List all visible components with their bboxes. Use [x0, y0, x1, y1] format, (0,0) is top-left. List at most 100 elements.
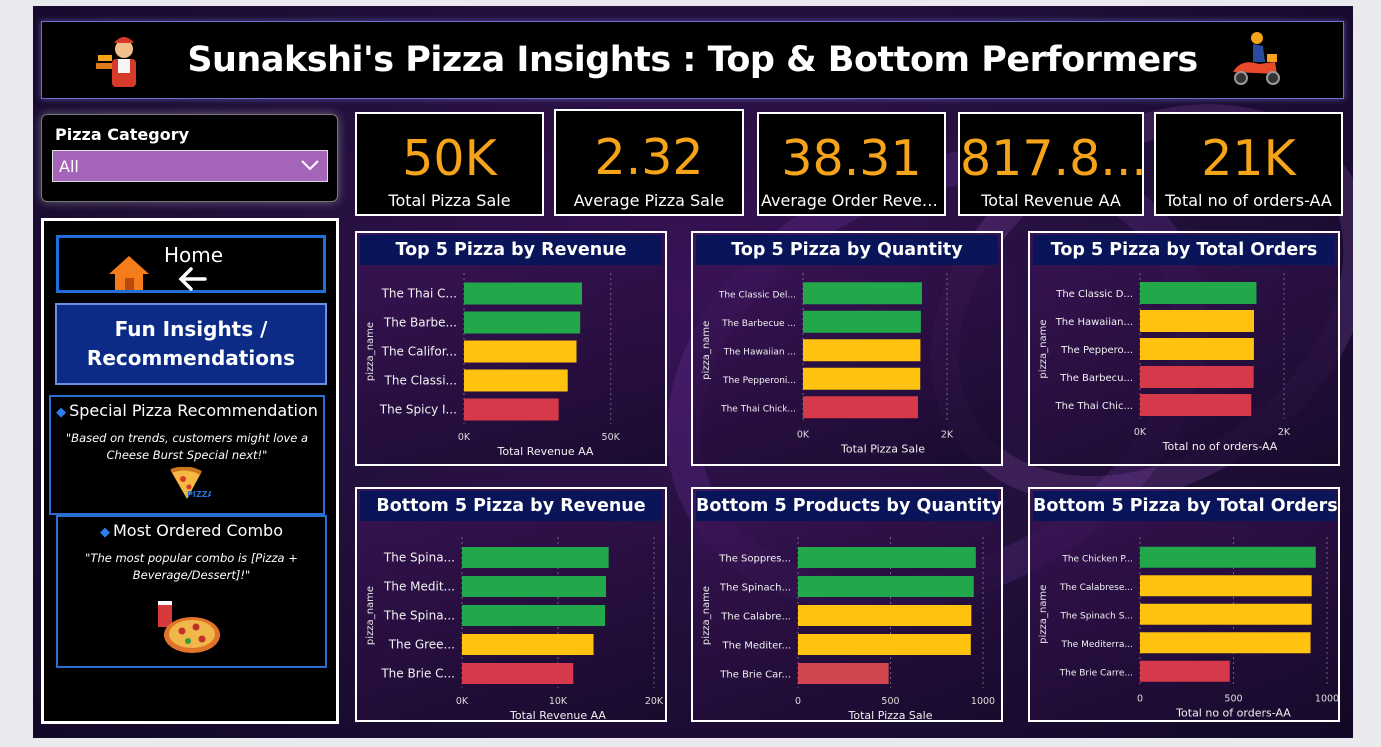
x-axis-label: Total Revenue AA: [497, 445, 594, 458]
fun-insights-button[interactable]: Fun Insights / Recommendations: [55, 303, 327, 385]
category-label: The Spina...: [383, 551, 455, 565]
combo-box: ◆ Most Ordered Combo "The most popular co…: [56, 515, 327, 668]
bar: [462, 547, 609, 568]
bar-chart: 0K 2K The Classic D... The Hawaiian... The P…: [1038, 273, 1291, 453]
category-label: The Mediterra...: [1060, 640, 1133, 650]
category-label: The Chicken P...: [1061, 554, 1133, 564]
bar: [462, 576, 606, 597]
x-tick-label: 1000: [971, 696, 995, 707]
chart-card-bottom-orders: Bottom 5 Pizza by Total Orders 0 500 1000 T…: [1028, 487, 1340, 722]
bar-chart: 0K 50K The Thai C... The Barbe... The Califo…: [365, 273, 621, 458]
category-label: The Califor...: [381, 345, 457, 359]
bar-chart: 0 500 1000 The Chicken P... The Calabrese...…: [1038, 537, 1338, 720]
x-tick-label: 0K: [456, 696, 469, 707]
category-label: The Medit...: [383, 580, 455, 594]
page-title: Sunakshi's Pizza Insights : Top & Bottom…: [187, 40, 1198, 80]
chart-title: Top 5 Pizza by Quantity: [696, 235, 998, 265]
kpi-value: 2.32: [594, 129, 704, 186]
delivery-scooter-icon: [1233, 32, 1280, 85]
bar: [803, 310, 921, 333]
bar: [464, 311, 581, 334]
kpi-caption: Average Pizza Sale: [573, 191, 725, 210]
category-dropdown[interactable]: All: [52, 150, 328, 182]
category-label: The Thai C...: [381, 287, 457, 301]
kpi-total-orders: 21K Total no of orders-AA: [1154, 112, 1343, 216]
bar-chart: 0K 2K The Classic Del... The Barbecue ... Th…: [701, 273, 954, 456]
kpi-total-revenue: 817.8... Total Revenue AA: [958, 112, 1144, 216]
category-label: The Classic D...: [1055, 289, 1133, 300]
chart-title: Top 5 Pizza by Revenue: [360, 235, 662, 265]
slicer-label: Pizza Category: [55, 125, 190, 144]
diamond-icon: ◆: [100, 525, 110, 540]
x-tick-label: 20K: [645, 696, 664, 707]
category-label: The Barbe...: [383, 316, 457, 330]
chart-title: Bottom 5 Products by Quantity: [696, 491, 1002, 521]
kpi-value: 38.31: [781, 130, 922, 187]
kpi-average-pizza-sale: 2.32 Average Pizza Sale: [554, 109, 744, 216]
x-axis-label: Total no of orders-AA: [1175, 707, 1291, 720]
combo-text: "The most popular combo is [Pizza + Beve…: [85, 551, 298, 582]
x-axis-label: Total Pizza Sale: [848, 709, 933, 722]
x-tick-label: 0: [795, 696, 801, 707]
y-axis-label: pizza_name: [365, 586, 376, 645]
x-axis-label: Total Revenue AA: [509, 709, 606, 722]
category-label: The Classi...: [384, 374, 457, 388]
fun-insights-label-line1: Fun Insights /: [114, 317, 268, 341]
chart-title: Bottom 5 Pizza by Total Orders: [1033, 491, 1338, 521]
fun-insights-label-line2: Recommendations: [86, 346, 296, 370]
bar: [1140, 632, 1311, 654]
category-label: The Classic Del...: [718, 290, 796, 300]
bar: [464, 398, 559, 421]
kpi-total-pizza-sale: 50K Total Pizza Sale: [355, 112, 544, 216]
category-label: The Brie Carre...: [1059, 668, 1133, 678]
dashboard-canvas: Sunakshi's Pizza Insights : Top & Bottom…: [33, 6, 1353, 738]
dropdown-value: All: [59, 157, 79, 176]
y-axis-label: pizza_name: [1038, 319, 1049, 378]
bar: [798, 663, 889, 684]
x-axis-label: Total Pizza Sale: [840, 443, 925, 456]
special-pizza-title: Special Pizza Recommendation: [69, 401, 318, 420]
chart-card-bottom-quantity: Bottom 5 Products by Quantity 0 500 1000 Th…: [691, 487, 1003, 722]
x-tick-label: 50K: [602, 432, 621, 443]
special-pizza-text: "Based on trends, customers might love a…: [65, 431, 309, 462]
kpi-caption: Total no of orders-AA: [1165, 191, 1332, 210]
y-axis-label: pizza_name: [365, 322, 376, 381]
back-arrow-icon: [178, 267, 207, 291]
category-label: The Peppero...: [1060, 345, 1133, 356]
chart-card-top-revenue: Top 5 Pizza by Revenue 0K 50K The Thai C..…: [355, 231, 667, 466]
pizza-slice-icon: PIZZA: [170, 467, 211, 499]
chevron-down-icon: [301, 160, 319, 171]
x-tick-label: 10K: [549, 696, 568, 707]
chart-title: Top 5 Pizza by Total Orders: [1033, 235, 1335, 265]
home-button[interactable]: Home: [56, 235, 326, 293]
category-label: The Barbecue ...: [721, 319, 796, 329]
diamond-icon: ◆: [56, 405, 67, 420]
bar: [803, 396, 918, 419]
bar: [464, 282, 582, 305]
kpi-value: 50K: [402, 130, 497, 187]
bar-chart: 0K 10K 20K The Spina... The Medit... The Spin…: [365, 537, 664, 722]
category-label: The Spinach...: [719, 583, 791, 594]
pizza-category-slicer: Pizza Category All: [41, 114, 338, 202]
bar: [1140, 394, 1252, 416]
bar: [1140, 546, 1316, 568]
kpi-average-order-revenue: 38.31 Average Order Revenue: [757, 112, 946, 216]
chart-card-top-orders: Top 5 Pizza by Total Orders 0K 2K The Clas…: [1028, 231, 1340, 466]
bar: [798, 634, 971, 655]
bar: [1140, 575, 1312, 597]
category-label: The Spicy I...: [379, 403, 457, 417]
kpi-caption: Total Pizza Sale: [388, 191, 511, 210]
bar: [1140, 660, 1230, 682]
bar: [798, 576, 974, 597]
bar: [1140, 338, 1254, 360]
x-tick-label: 0K: [458, 432, 471, 443]
pizza-badge-text: PIZZA: [187, 490, 211, 499]
category-label: The Brie Car...: [719, 670, 791, 681]
category-label: The Hawaiian ...: [723, 347, 796, 357]
bar: [803, 339, 921, 362]
bar: [464, 369, 568, 392]
home-label: Home: [164, 243, 224, 267]
bar: [798, 605, 972, 626]
kpi-caption: Total Revenue AA: [981, 191, 1121, 210]
bar: [462, 663, 574, 684]
